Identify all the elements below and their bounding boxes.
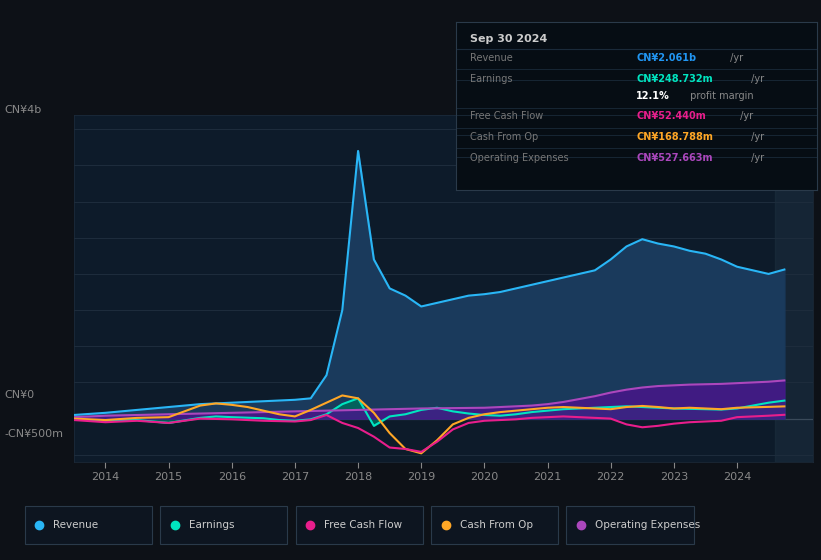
- Text: Free Cash Flow: Free Cash Flow: [324, 520, 402, 530]
- Bar: [775, 115, 813, 462]
- Text: Earnings: Earnings: [189, 520, 234, 530]
- Text: profit margin: profit margin: [687, 91, 754, 101]
- Text: /yr: /yr: [748, 153, 764, 164]
- FancyBboxPatch shape: [431, 506, 558, 544]
- Text: /yr: /yr: [727, 53, 744, 63]
- Text: Earnings: Earnings: [470, 74, 512, 85]
- Text: CN¥0: CN¥0: [4, 390, 34, 400]
- Text: CN¥248.732m: CN¥248.732m: [636, 74, 713, 85]
- Text: CN¥168.788m: CN¥168.788m: [636, 132, 713, 142]
- FancyBboxPatch shape: [25, 506, 152, 544]
- Text: 12.1%: 12.1%: [636, 91, 670, 101]
- Text: Sep 30 2024: Sep 30 2024: [470, 34, 548, 44]
- Text: CN¥52.440m: CN¥52.440m: [636, 111, 706, 122]
- FancyBboxPatch shape: [296, 506, 423, 544]
- Text: -CN¥500m: -CN¥500m: [4, 429, 63, 439]
- Text: CN¥527.663m: CN¥527.663m: [636, 153, 713, 164]
- FancyBboxPatch shape: [566, 506, 694, 544]
- Text: Free Cash Flow: Free Cash Flow: [470, 111, 544, 122]
- Text: Cash From Op: Cash From Op: [460, 520, 533, 530]
- Text: Revenue: Revenue: [53, 520, 99, 530]
- FancyBboxPatch shape: [160, 506, 287, 544]
- Text: CN¥2.061b: CN¥2.061b: [636, 53, 696, 63]
- Text: /yr: /yr: [748, 132, 764, 142]
- Text: Operating Expenses: Operating Expenses: [595, 520, 700, 530]
- Text: /yr: /yr: [748, 74, 764, 85]
- Text: Cash From Op: Cash From Op: [470, 132, 539, 142]
- Text: CN¥4b: CN¥4b: [4, 105, 41, 115]
- Text: Operating Expenses: Operating Expenses: [470, 153, 569, 164]
- Text: /yr: /yr: [737, 111, 754, 122]
- Text: Revenue: Revenue: [470, 53, 513, 63]
